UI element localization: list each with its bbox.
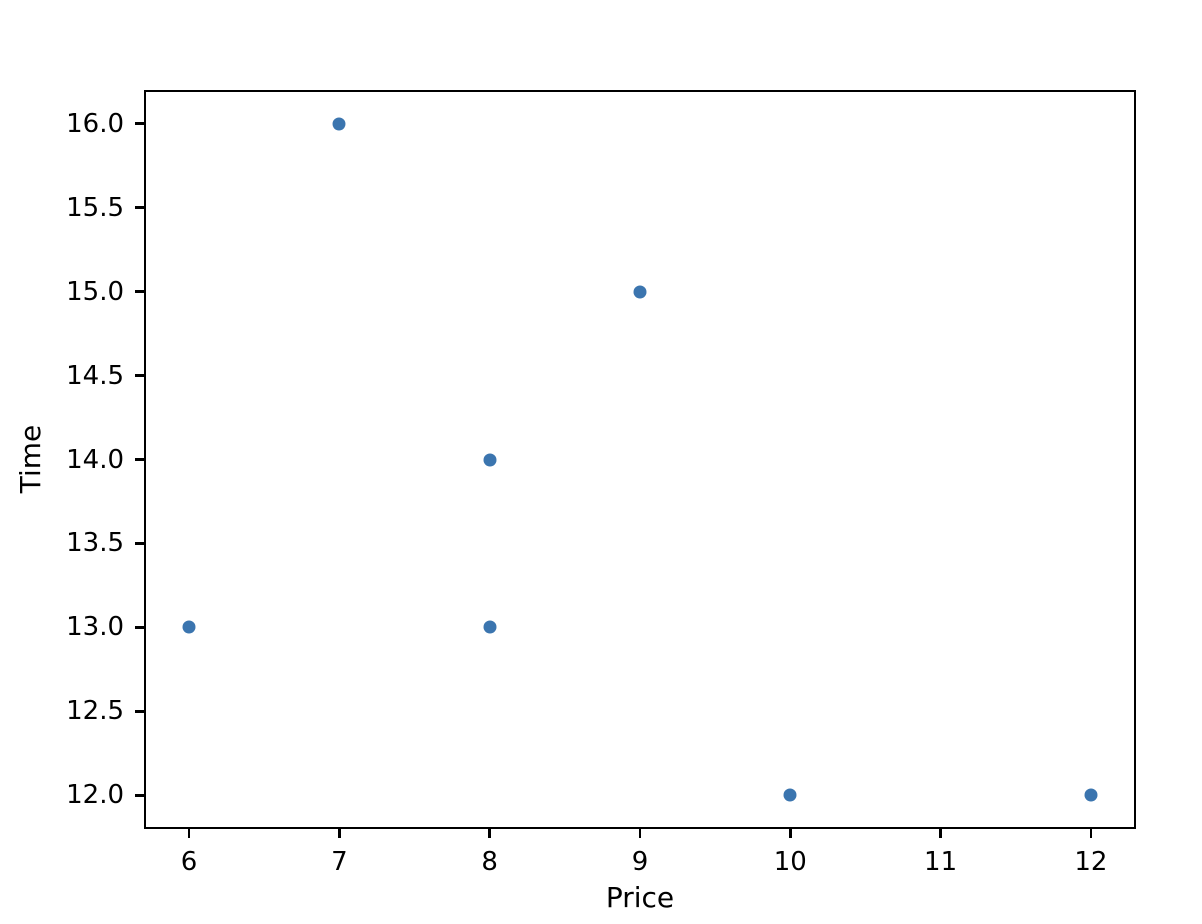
data-point <box>483 453 497 466</box>
y-tick-mark <box>135 458 144 461</box>
x-tick-label: 12 <box>1074 847 1108 877</box>
data-point <box>332 117 346 131</box>
y-tick-mark <box>135 290 144 293</box>
y-tick-label: 15.0 <box>66 276 124 307</box>
y-tick-mark <box>135 374 144 377</box>
data-point <box>483 620 497 634</box>
y-tick-mark <box>135 542 144 545</box>
x-tick-label: 11 <box>924 847 958 877</box>
data-point <box>633 285 647 299</box>
x-tick-mark <box>338 829 341 838</box>
y-tick-mark <box>135 626 144 629</box>
x-tick-label: 8 <box>481 847 498 877</box>
x-tick-mark <box>187 829 191 838</box>
y-tick-mark <box>135 794 144 797</box>
y-tick-label: 12.0 <box>66 780 124 811</box>
y-tick-label: 13.0 <box>66 612 124 643</box>
y-tick-label: 15.5 <box>66 192 124 223</box>
x-axis-label: Price <box>605 881 675 914</box>
y-tick-label: 14.5 <box>66 360 124 391</box>
y-tick-label: 16.0 <box>66 108 124 139</box>
x-tick-label: 6 <box>180 847 198 877</box>
y-tick-mark <box>135 710 144 713</box>
data-point <box>783 788 797 802</box>
y-tick-label: 14.0 <box>66 444 124 475</box>
y-tick-label: 13.5 <box>66 528 124 559</box>
x-tick-label: 10 <box>773 847 807 877</box>
x-tick-mark <box>1089 829 1093 838</box>
data-point <box>182 620 196 634</box>
x-tick-label: 7 <box>331 847 348 877</box>
data-point <box>1084 788 1098 802</box>
plot-area <box>144 90 1136 829</box>
y-tick-label: 12.5 <box>66 696 124 727</box>
y-tick-mark <box>135 206 144 209</box>
x-tick-mark <box>939 829 942 838</box>
x-tick-label: 9 <box>631 847 649 877</box>
x-tick-mark <box>488 829 491 838</box>
y-tick-mark <box>135 122 144 125</box>
x-tick-mark <box>789 829 792 838</box>
x-tick-mark <box>638 829 642 838</box>
